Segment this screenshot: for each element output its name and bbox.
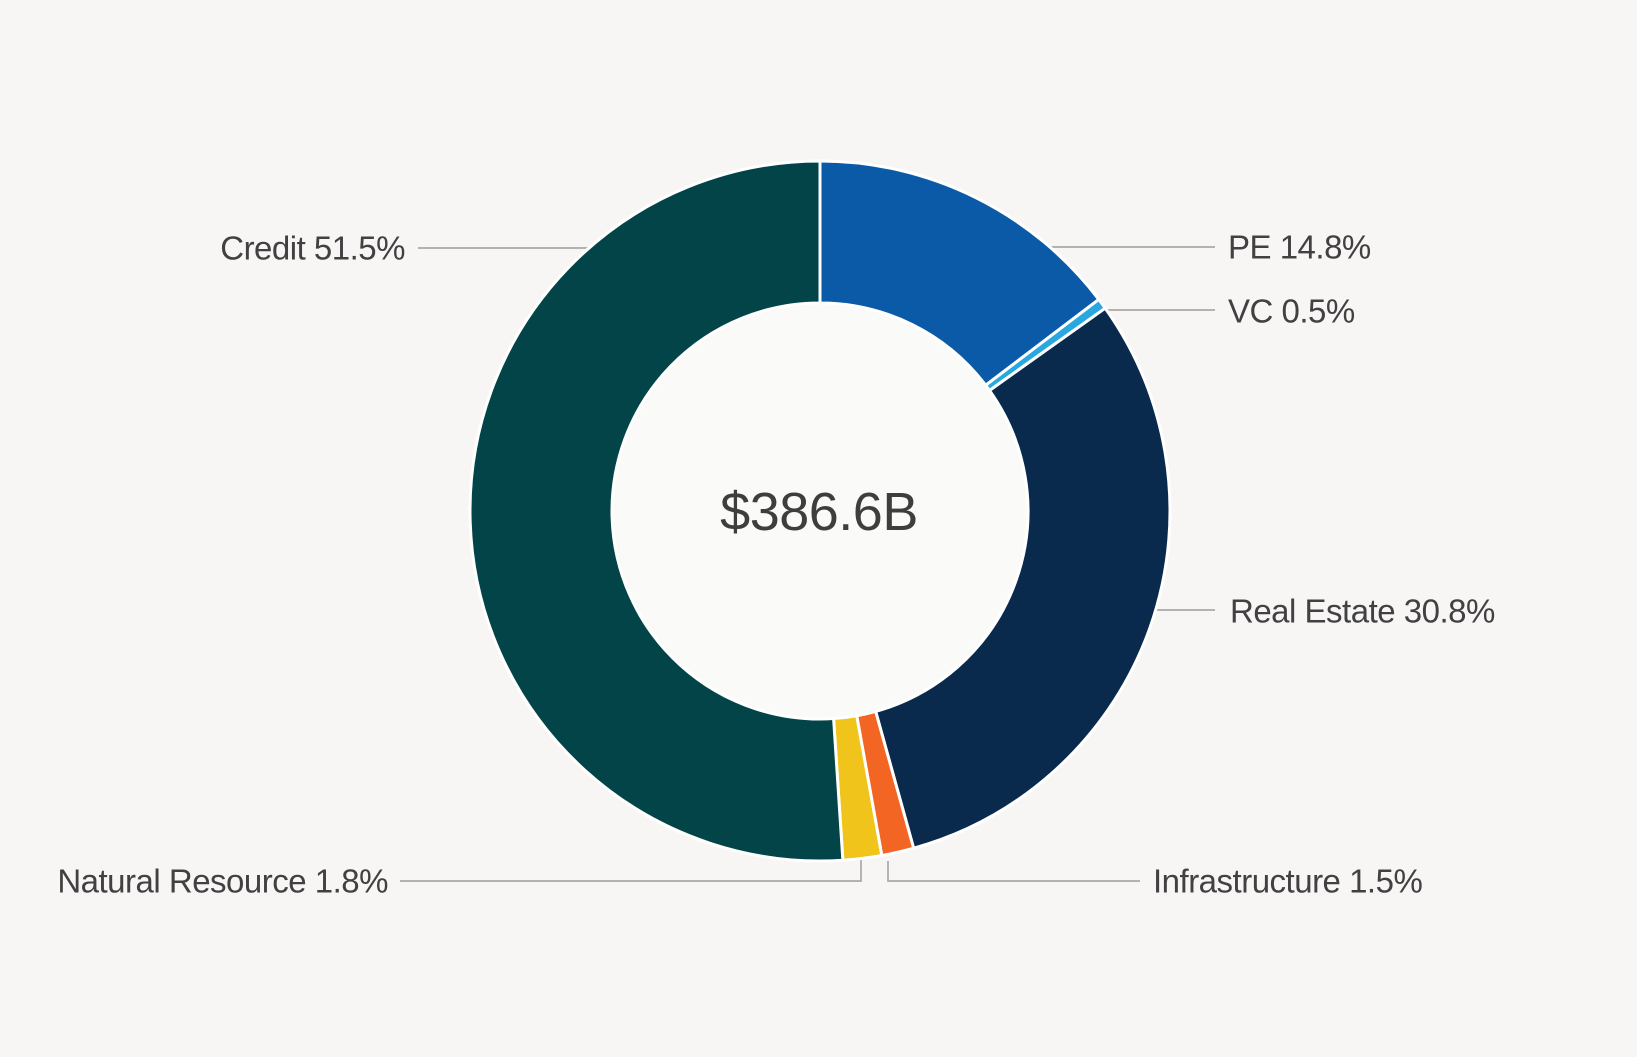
slice-callout-label-real-estate: Real Estate 30.8% — [1230, 592, 1495, 630]
slice-callout-label-pe: PE 14.8% — [1228, 228, 1371, 266]
slice-pe — [818, 159, 1101, 387]
donut-center-total: $386.6B — [720, 482, 918, 542]
slice-callout-label-vc: VC 0.5% — [1228, 292, 1355, 330]
slice-callout-label-infrastructure: Infrastructure 1.5% — [1153, 862, 1423, 900]
slice-real-estate — [874, 306, 1172, 850]
slice-callout-label-natural-resource: Natural Resource 1.8% — [57, 862, 388, 900]
leader-line-infrastructure — [887, 861, 1140, 882]
slice-callout-label-credit: Credit 51.5% — [220, 229, 405, 267]
donut-hole — [612, 303, 1028, 719]
slice-credit — [468, 159, 845, 863]
leader-line-natural-resource — [400, 859, 862, 882]
